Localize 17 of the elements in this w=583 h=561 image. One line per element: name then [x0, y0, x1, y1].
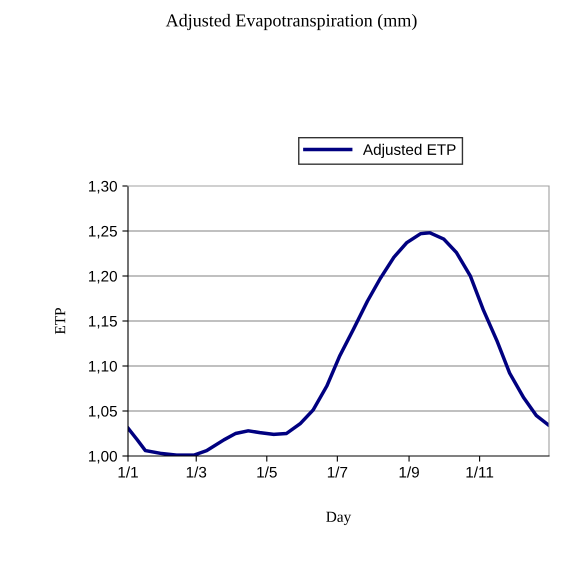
x-tick-label: 1/11 [466, 466, 494, 478]
x-tick-label: 1/3 [186, 466, 206, 478]
y-tick-label: 1,15 [89, 316, 117, 328]
x-tick-label: 1/5 [257, 466, 277, 478]
y-tick-label: 1,30 [89, 180, 117, 194]
y-tick-label: 1,05 [89, 406, 117, 418]
y-tick-label: 1,25 [89, 226, 117, 238]
y-axis-title: ETP [55, 308, 66, 334]
x-tick-label: 1/9 [400, 466, 419, 478]
x-axis-title: Day [326, 512, 352, 526]
chart-title: Adjusted Evapotranspiration (mm) [166, 14, 417, 30]
y-tick-label: 1,00 [89, 450, 117, 464]
y-tick-label: 1,10 [89, 360, 117, 374]
y-tick-label: 1,20 [89, 270, 117, 284]
legend-label: Adjusted ETP [362, 144, 456, 158]
x-tick-label: 1/7 [328, 466, 348, 478]
x-tick-label: 1/1 [118, 466, 138, 478]
